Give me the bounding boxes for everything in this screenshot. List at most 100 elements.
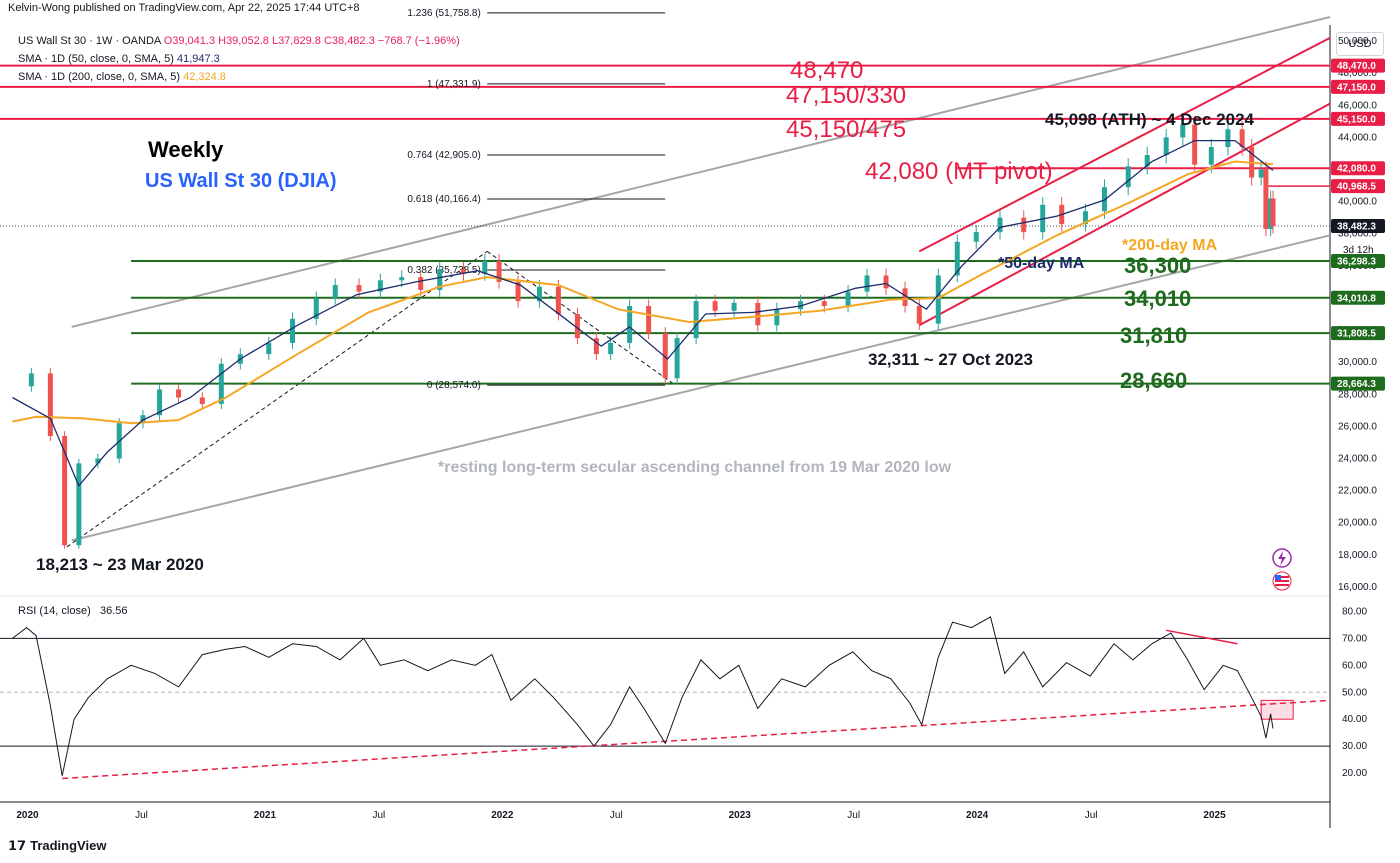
lightning-icon[interactable] xyxy=(1272,548,1292,568)
fib-label: 0.382 (35,738.5) xyxy=(407,265,480,276)
price-tick-label: 24,000.0 xyxy=(1338,454,1377,465)
candle-body xyxy=(935,275,941,324)
us-flag-icon[interactable] xyxy=(1272,571,1292,591)
fib-levels: 1.236 (51,758.8) 1 (47,331.9) 0.764 (42,90… xyxy=(407,8,666,391)
candle-body xyxy=(1270,198,1276,226)
support-3-label: 31,810 xyxy=(1120,323,1187,348)
price-tick-label: 16,000.0 xyxy=(1338,582,1377,593)
time-tick-label: Jul xyxy=(847,810,860,821)
price-tag-r2 xyxy=(1331,79,1385,94)
rsi-tick-label: 50.00 xyxy=(1342,687,1367,698)
legend-low: L37,829.8 xyxy=(271,35,321,47)
legend-sma200-row[interactable]: SMA · 1D (200, close, 0, SMA, 5) 42,324.… xyxy=(18,68,460,86)
price-tick-label: 50,000.0 xyxy=(1338,36,1377,47)
fib-label: 0.764 (42,905.0) xyxy=(407,150,480,161)
rsi-divergence-line xyxy=(1166,629,1238,645)
fib-swing-up xyxy=(66,250,488,548)
candle-body xyxy=(916,305,922,324)
rsi-pane xyxy=(0,616,1331,780)
tradingview-logo[interactable]: 𝟭𝟳 TradingView xyxy=(8,838,106,854)
candle-body xyxy=(1258,169,1264,178)
price-tick-label: 28,000.0 xyxy=(1338,389,1377,400)
legend-sma200-label: SMA · 1D (200, close, 0, SMA, 5) xyxy=(18,71,181,83)
publisher-line: Kelvin-Wong published on TradingView.com… xyxy=(8,2,360,14)
legend-change: −768.7 (−1.96%) xyxy=(377,35,460,47)
rsi-legend-label[interactable]: RSI (14, close) xyxy=(18,605,91,617)
candle-body xyxy=(496,261,502,282)
candle-body xyxy=(712,301,718,311)
candle-body xyxy=(555,286,561,315)
legend-sma200-value: 42,324.8 xyxy=(183,71,226,83)
time-tick-label: Jul xyxy=(135,810,148,821)
short-channel-upper xyxy=(918,36,1331,253)
candle-body xyxy=(574,314,580,339)
candle-body xyxy=(377,280,383,292)
candle-body xyxy=(693,301,699,339)
resistance-1-label: 48,470 xyxy=(790,57,863,84)
price-tag-text-last: 38,482.3 xyxy=(1337,221,1376,232)
candle-body xyxy=(356,285,362,292)
price-axis: 16,000.0 18,000.0 20,000.0 22,000.0 24,000.0… xyxy=(1331,36,1385,779)
candle-body xyxy=(437,269,443,290)
price-tag-r1 xyxy=(1331,58,1385,73)
candle-body xyxy=(47,373,53,437)
candle-body xyxy=(1180,124,1186,138)
candle-body xyxy=(864,275,870,292)
price-tick-label: 26,000.0 xyxy=(1338,421,1377,432)
candle-body xyxy=(731,302,737,311)
support-4-label: 28,660 xyxy=(1120,368,1187,393)
price-tick-label: 22,000.0 xyxy=(1338,486,1377,497)
fib-label: 0 (28,574.0) xyxy=(427,380,481,391)
candle-body xyxy=(774,309,780,326)
candle-body xyxy=(1263,169,1269,229)
time-tick-label: 2022 xyxy=(491,810,514,821)
candle-body xyxy=(646,305,652,334)
candle-body xyxy=(1239,129,1245,148)
candle-body xyxy=(662,333,668,379)
candle-body xyxy=(593,338,599,355)
rsi-highlight-box xyxy=(1260,699,1294,720)
time-tick-label: 2021 xyxy=(254,810,277,821)
fib-label: 1.236 (51,758.8) xyxy=(407,8,480,19)
time-axis: 2020 Jul 2021 Jul 2022 Jul 2023 Jul 2024 Jul 2025 xyxy=(16,810,1226,821)
weekly-label: Weekly xyxy=(148,137,224,162)
currency-button[interactable]: USD xyxy=(1336,32,1384,56)
price-tag-near xyxy=(1331,179,1385,194)
price-tag-text-r2: 47,150.0 xyxy=(1337,82,1376,93)
price-tick-label: 48,000.0 xyxy=(1338,68,1377,79)
legend-sma50-value: 41,947.3 xyxy=(176,53,220,65)
horizontal-levels xyxy=(0,64,1330,385)
price-tick-label: 46,000.0 xyxy=(1338,100,1377,111)
support-1-label: 36,300 xyxy=(1124,253,1191,278)
sma50-line xyxy=(12,139,1274,488)
legend-high: H39,052.8 xyxy=(218,35,269,47)
price-tag-text-r3: 45,150.0 xyxy=(1337,114,1376,125)
candle-body xyxy=(1225,129,1231,148)
candle-body xyxy=(62,436,68,546)
channel-lower-line xyxy=(71,234,1331,542)
support-2-label: 34,010 xyxy=(1124,286,1191,311)
price-tick-label: 20,000.0 xyxy=(1338,518,1377,529)
rsi-line xyxy=(12,616,1274,776)
low-2023-label: 32,311 ~ 27 Oct 2023 xyxy=(868,350,1033,369)
pivot-label: 42,080 (MT pivot) xyxy=(865,158,1053,185)
price-tag-s1 xyxy=(1331,254,1385,269)
price-tick-label: 44,000.0 xyxy=(1338,132,1377,143)
candle-body xyxy=(199,397,205,404)
candle-body xyxy=(821,301,827,306)
fib-label: 1 (47,331.9) xyxy=(427,79,481,90)
candle-body xyxy=(515,281,521,302)
channel-upper-line xyxy=(71,16,1331,328)
candle-body xyxy=(608,342,614,355)
candle-body xyxy=(627,305,633,343)
candle-body xyxy=(418,277,424,290)
candle-body xyxy=(674,338,680,379)
ath-label: 45,098 (ATH) ~ 4 Dec 2024 xyxy=(1045,110,1255,129)
bar-countdown: 3d 12h xyxy=(1343,245,1374,256)
legend-symbol-row[interactable]: US Wall St 30 · 1W · OANDA O39,041.3 H39… xyxy=(18,32,460,50)
candle-body xyxy=(1192,124,1198,165)
resistance-2-label: 47,150/330 xyxy=(786,82,906,109)
candle-body xyxy=(902,288,908,306)
legend-sma50-row[interactable]: SMA · 1D (50, close, 0, SMA, 5) 41,947.3 xyxy=(18,50,460,68)
